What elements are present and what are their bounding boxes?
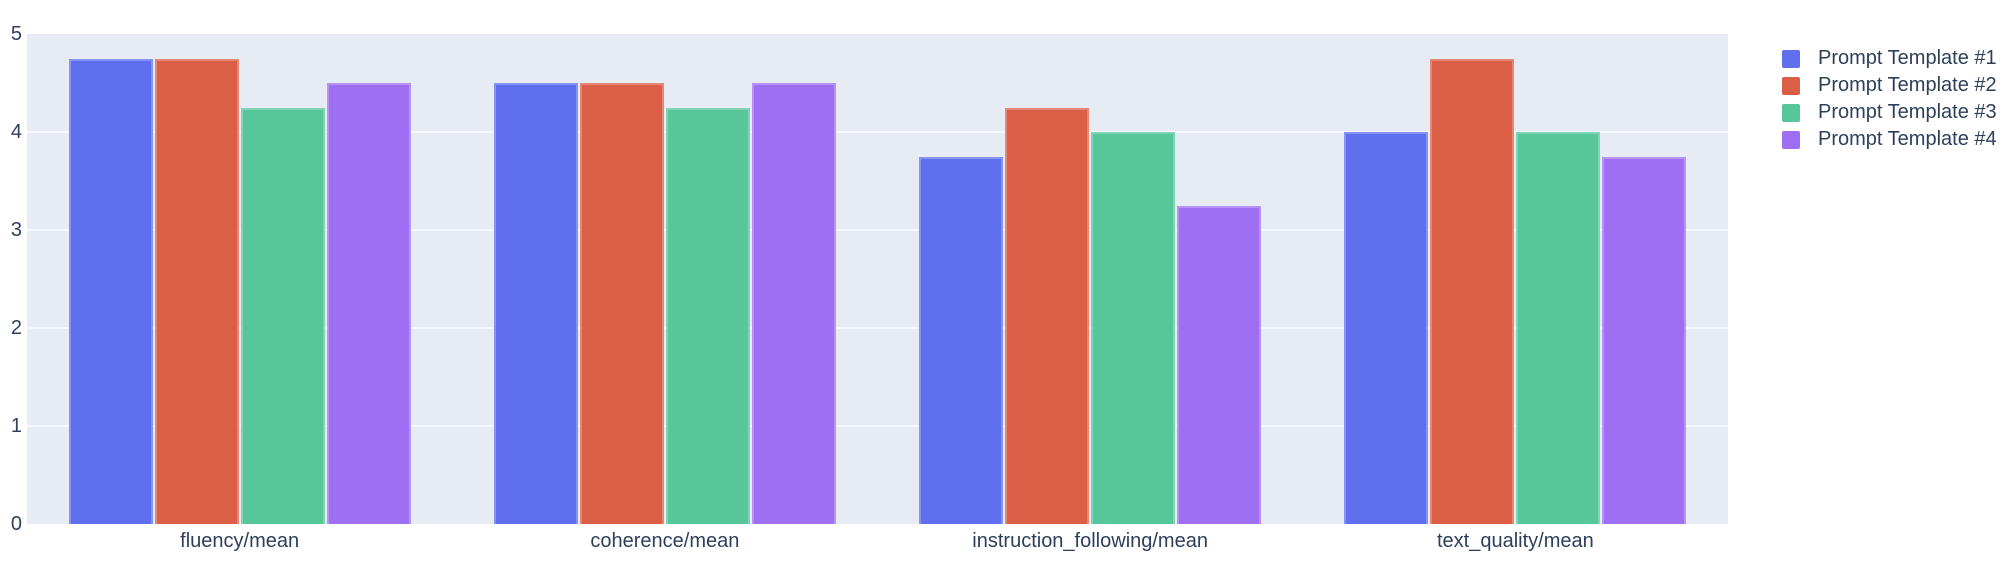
bar-groups bbox=[27, 34, 1728, 524]
legend-swatch bbox=[1782, 130, 1800, 149]
legend-item-label: Prompt Template #3 bbox=[1818, 101, 1997, 123]
gridline bbox=[27, 327, 1728, 329]
y-tick-label: 1 bbox=[10, 415, 22, 437]
bar[interactable] bbox=[579, 83, 664, 524]
bar[interactable] bbox=[240, 107, 325, 524]
legend-item[interactable]: Prompt Template #4 bbox=[1782, 126, 1997, 153]
legend-item[interactable]: Prompt Template #2 bbox=[1782, 72, 1997, 99]
bar[interactable] bbox=[665, 107, 750, 524]
bar[interactable] bbox=[1516, 132, 1601, 524]
legend-item[interactable]: Prompt Template #1 bbox=[1782, 45, 1997, 72]
bar-group-fluency/mean bbox=[27, 34, 452, 524]
y-axis: 0 1 2 3 4 5 bbox=[0, 0, 22, 566]
bar[interactable] bbox=[154, 58, 239, 524]
y-tick-label: 2 bbox=[10, 317, 22, 339]
bar-group-text_quality/mean bbox=[1303, 34, 1728, 524]
bar[interactable] bbox=[1430, 58, 1515, 524]
legend-item-label: Prompt Template #4 bbox=[1818, 128, 1997, 150]
y-tick-label: 5 bbox=[10, 23, 22, 45]
legend-swatch bbox=[1782, 76, 1800, 95]
legend-item-label: Prompt Template #2 bbox=[1818, 74, 1997, 96]
bar[interactable] bbox=[751, 83, 836, 524]
bar[interactable] bbox=[493, 83, 578, 524]
x-axis-label: instruction_following/mean bbox=[972, 530, 1208, 552]
gridline bbox=[27, 425, 1728, 427]
y-tick-label: 3 bbox=[10, 219, 22, 241]
legend-swatch bbox=[1782, 103, 1800, 122]
x-axis: fluency/mean coherence/mean instruction_fo… bbox=[27, 529, 1728, 553]
gridline bbox=[27, 131, 1728, 133]
bar[interactable] bbox=[68, 58, 153, 524]
legend-swatch bbox=[1782, 49, 1800, 68]
legend: Prompt Template #1 Prompt Template #2 Prom… bbox=[1782, 45, 1997, 153]
bar[interactable] bbox=[326, 83, 411, 524]
bar[interactable] bbox=[1602, 156, 1687, 524]
x-axis-label: fluency/mean bbox=[180, 530, 300, 552]
bar[interactable] bbox=[1177, 205, 1262, 524]
legend-item-label: Prompt Template #1 bbox=[1818, 47, 1997, 69]
bar[interactable] bbox=[1344, 132, 1429, 524]
gridline bbox=[27, 229, 1728, 231]
y-tick-label: 4 bbox=[10, 121, 22, 143]
bar[interactable] bbox=[1005, 107, 1090, 524]
plot-area bbox=[27, 34, 1728, 524]
x-axis-label: text_quality/mean bbox=[1436, 530, 1594, 552]
legend-item[interactable]: Prompt Template #3 bbox=[1782, 99, 1997, 126]
bar[interactable] bbox=[919, 156, 1004, 524]
bar-group-instruction_following/mean bbox=[878, 34, 1303, 524]
bar-group-coherence/mean bbox=[452, 34, 877, 524]
y-tick-label: 0 bbox=[10, 513, 22, 535]
bar[interactable] bbox=[1091, 132, 1176, 524]
x-axis-label: coherence/mean bbox=[590, 530, 740, 552]
